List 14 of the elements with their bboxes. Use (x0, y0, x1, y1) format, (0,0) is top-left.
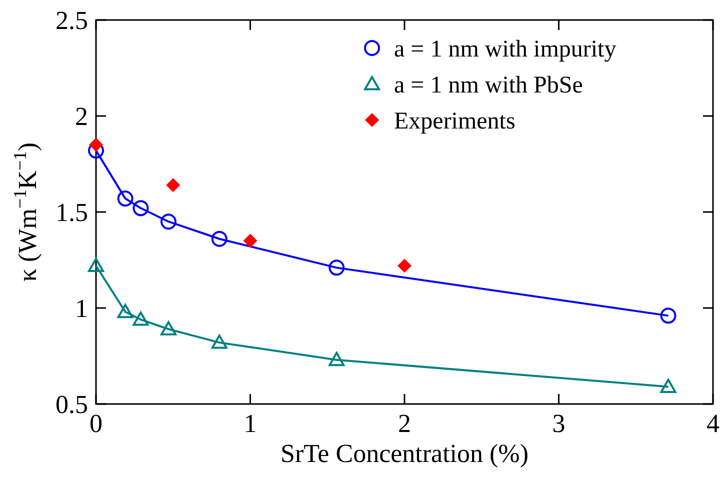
y-tick-label: 1 (75, 294, 88, 324)
x-tick-label: 0 (90, 409, 102, 438)
y-tick-label: 0.5 (56, 390, 88, 420)
x-tick-label: 3 (552, 409, 566, 438)
x-tick-label: 1 (244, 409, 257, 438)
y-tick-label: 1.5 (56, 198, 88, 228)
legend-label: a = 1 nm with impurity (394, 36, 616, 62)
y-tick-label: 2.5 (56, 6, 88, 36)
x-axis-title: SrTe Concentration (%) (280, 439, 528, 468)
legend-label: a = 1 nm with PbSe (394, 72, 583, 98)
x-tick-label: 4 (706, 409, 720, 438)
x-tick-label: 2 (398, 409, 411, 438)
y-tick-label: 2 (75, 102, 88, 132)
legend-label: Experiments (394, 108, 516, 134)
